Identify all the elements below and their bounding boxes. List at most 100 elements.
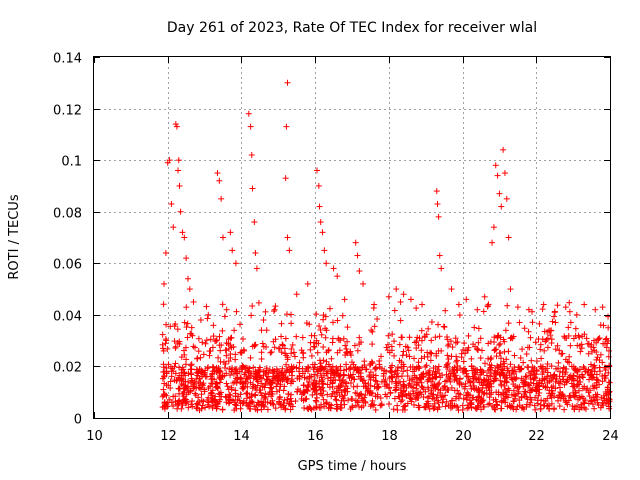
data-point bbox=[311, 386, 318, 393]
data-point bbox=[403, 392, 410, 399]
data-point bbox=[537, 406, 544, 413]
data-point bbox=[213, 364, 220, 371]
data-point bbox=[488, 370, 495, 377]
data-point bbox=[221, 313, 228, 320]
data-point bbox=[434, 406, 441, 413]
data-point bbox=[198, 405, 205, 412]
data-point bbox=[403, 352, 410, 359]
data-point bbox=[259, 340, 266, 347]
data-point bbox=[596, 368, 603, 375]
data-point bbox=[363, 384, 370, 391]
data-point bbox=[385, 293, 392, 300]
data-point bbox=[526, 401, 533, 408]
data-point bbox=[178, 405, 185, 412]
data-point bbox=[442, 403, 449, 410]
data-point bbox=[188, 401, 195, 408]
data-point bbox=[216, 398, 223, 405]
data-point bbox=[494, 334, 501, 341]
data-point bbox=[493, 353, 500, 360]
data-point bbox=[362, 392, 369, 399]
data-point bbox=[259, 383, 266, 390]
data-point bbox=[255, 299, 262, 306]
data-point bbox=[426, 406, 433, 413]
data-point bbox=[200, 351, 207, 358]
data-point bbox=[385, 401, 392, 408]
data-point bbox=[581, 331, 588, 338]
data-point bbox=[593, 349, 600, 356]
data-point bbox=[182, 361, 189, 368]
data-point bbox=[171, 322, 178, 329]
data-point bbox=[360, 383, 367, 390]
data-point bbox=[540, 368, 547, 375]
data-point bbox=[474, 346, 481, 353]
data-point bbox=[549, 390, 556, 397]
data-point bbox=[424, 378, 431, 385]
data-point bbox=[261, 403, 268, 410]
data-point bbox=[501, 382, 508, 389]
data-point bbox=[360, 280, 367, 287]
data-point bbox=[473, 405, 480, 412]
data-point bbox=[352, 239, 359, 246]
data-point bbox=[173, 123, 180, 130]
data-point bbox=[602, 336, 609, 343]
data-point bbox=[606, 379, 613, 386]
data-point bbox=[360, 377, 367, 384]
data-point bbox=[167, 378, 174, 385]
data-point bbox=[278, 333, 285, 340]
data-point bbox=[181, 234, 188, 241]
data-point bbox=[349, 396, 356, 403]
data-point bbox=[506, 402, 513, 409]
data-point bbox=[417, 389, 424, 396]
data-point bbox=[444, 334, 451, 341]
data-point bbox=[474, 306, 481, 313]
data-point bbox=[566, 353, 573, 360]
data-point bbox=[214, 385, 221, 392]
data-point bbox=[247, 372, 254, 379]
data-point bbox=[383, 381, 390, 388]
data-point bbox=[555, 365, 562, 372]
data-point bbox=[219, 301, 226, 308]
data-point bbox=[347, 406, 354, 413]
data-point bbox=[421, 353, 428, 360]
data-point bbox=[572, 325, 579, 332]
data-point bbox=[233, 308, 240, 315]
data-point bbox=[581, 301, 588, 308]
data-point bbox=[487, 391, 494, 398]
data-point bbox=[405, 347, 412, 354]
data-point bbox=[182, 344, 189, 351]
data-point bbox=[562, 304, 569, 311]
data-point bbox=[214, 403, 221, 410]
data-point bbox=[378, 353, 385, 360]
data-point bbox=[416, 390, 423, 397]
data-point bbox=[309, 392, 316, 399]
data-point bbox=[492, 162, 499, 169]
data-point bbox=[471, 370, 478, 377]
tick-marks bbox=[94, 57, 611, 419]
data-point bbox=[486, 387, 493, 394]
data-point bbox=[472, 366, 479, 373]
data-point bbox=[406, 353, 413, 360]
data-point bbox=[251, 219, 258, 226]
data-point bbox=[308, 352, 315, 359]
data-point bbox=[590, 337, 597, 344]
data-point bbox=[429, 375, 436, 382]
data-point bbox=[262, 308, 269, 315]
data-point bbox=[181, 319, 188, 326]
data-point bbox=[544, 344, 551, 351]
data-point bbox=[208, 376, 215, 383]
data-point bbox=[232, 351, 239, 358]
data-point bbox=[484, 302, 491, 309]
data-point bbox=[243, 395, 250, 402]
data-point bbox=[511, 370, 518, 377]
data-point bbox=[356, 268, 363, 275]
data-point bbox=[470, 375, 477, 382]
data-point bbox=[283, 368, 290, 375]
data-point bbox=[547, 372, 554, 379]
data-point bbox=[510, 387, 517, 394]
data-point bbox=[181, 385, 188, 392]
data-point bbox=[560, 364, 567, 371]
data-point bbox=[576, 387, 583, 394]
data-point bbox=[176, 372, 183, 379]
data-point bbox=[465, 373, 472, 380]
data-point bbox=[270, 338, 277, 345]
